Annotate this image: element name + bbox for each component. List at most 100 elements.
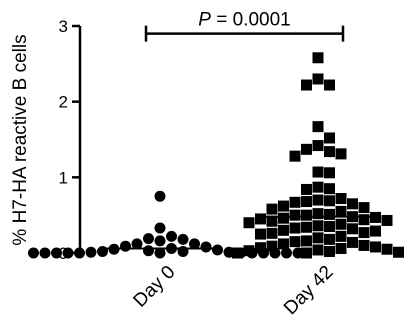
data-point-square [301,143,312,155]
data-point-circle [74,247,85,259]
mean-lines [105,215,373,250]
data-point-square [278,224,289,236]
data-point-square [347,236,358,248]
y-axis-label: % H7-HA reactive B cells [10,34,31,245]
p-value-symbol: P [198,10,211,31]
data-point-square [324,167,335,179]
data-point-circle [292,247,304,259]
data-point-square [312,232,324,244]
data-point-square [243,217,255,229]
data-point-square [266,227,278,239]
data-point-square [393,246,404,258]
data-point-square [335,205,347,217]
data-point-square [278,238,289,250]
data-point-square [255,242,266,254]
data-point-square [266,215,278,227]
data-point-square [289,196,301,208]
data-point-square [301,196,312,208]
data-point-square [289,209,301,221]
data-point-circle [62,247,74,259]
data-point-square [347,223,358,235]
data-point-square [278,212,289,224]
data-point-circle [28,247,39,259]
data-point-square [324,195,335,207]
data-point-square [266,240,278,252]
data-point-circle [143,245,154,257]
data-point-square [381,214,393,226]
data-point-square [370,241,381,253]
data-point-square [335,242,347,254]
data-point-square [301,221,312,233]
data-point-square [324,221,335,233]
x-tick-label: Day 0 [130,262,180,312]
data-point-circle [85,246,97,258]
significance-bracket: P = 0.0001 [144,10,345,42]
data-point-square [335,193,347,205]
bracket-line [144,25,345,42]
data-point-square [301,247,312,259]
data-point-square [324,208,335,220]
data-point-square [335,230,347,242]
p-value-annotation: P = 0.0001 [198,10,290,31]
data-point-circle [120,240,131,252]
data-point-circle [131,238,143,250]
data-point-square [370,211,381,223]
data-point-square [243,245,255,257]
data-point-square [358,202,370,214]
data-point-square [335,218,347,230]
data-point-circle [200,241,212,253]
data-point-square [312,208,324,220]
y-tick-label: 2 [59,93,68,112]
y-tick-label: 1 [59,168,68,187]
data-point-circle [39,247,51,259]
data-point-square [301,209,312,221]
data-point-square [312,73,324,85]
data-point-circle [51,247,62,259]
data-point-square [255,228,266,240]
data-point-square [358,227,370,239]
data-point-circle [154,190,166,202]
data-point-square [358,239,370,251]
data-point-circle [154,235,166,247]
data-point-square [312,220,324,232]
data-point-square [289,236,301,248]
y-ticks: 0123 [59,17,80,263]
data-point-square [266,203,278,215]
p-value-number: = 0.0001 [211,10,291,31]
data-point-circle [154,222,166,234]
data-point-square [232,247,243,259]
data-point-square [335,148,347,160]
data-point-square [312,244,324,256]
data-point-square [324,79,335,91]
data-point-square [289,150,301,162]
data-point-square [301,183,312,195]
data-point-circle [212,244,223,256]
data-point-square [312,166,324,178]
x-tick-labels: Day 0 Day 42 [130,262,338,319]
data-point-square [381,243,393,255]
data-point-square [312,121,324,133]
data-points [28,52,404,259]
x-tick-label: Day 42 [280,262,337,319]
data-point-square [347,198,358,210]
data-point-square [312,52,324,64]
data-point-square [312,194,324,206]
data-point-square [255,213,266,225]
data-point-square [370,225,381,237]
data-point-circle [166,230,177,242]
data-point-square [301,235,312,247]
data-point-square [324,183,335,195]
data-point-square [312,140,324,152]
data-point-square [301,79,312,91]
data-point-circle [189,238,200,250]
data-point-square [324,146,335,158]
data-point-square [278,200,289,212]
data-point-circle [177,233,189,245]
data-point-circle [281,247,292,259]
data-point-square [358,214,370,226]
data-point-circle [143,233,154,245]
data-point-circle [223,246,235,258]
data-point-square [324,233,335,245]
data-point-square [324,245,335,257]
